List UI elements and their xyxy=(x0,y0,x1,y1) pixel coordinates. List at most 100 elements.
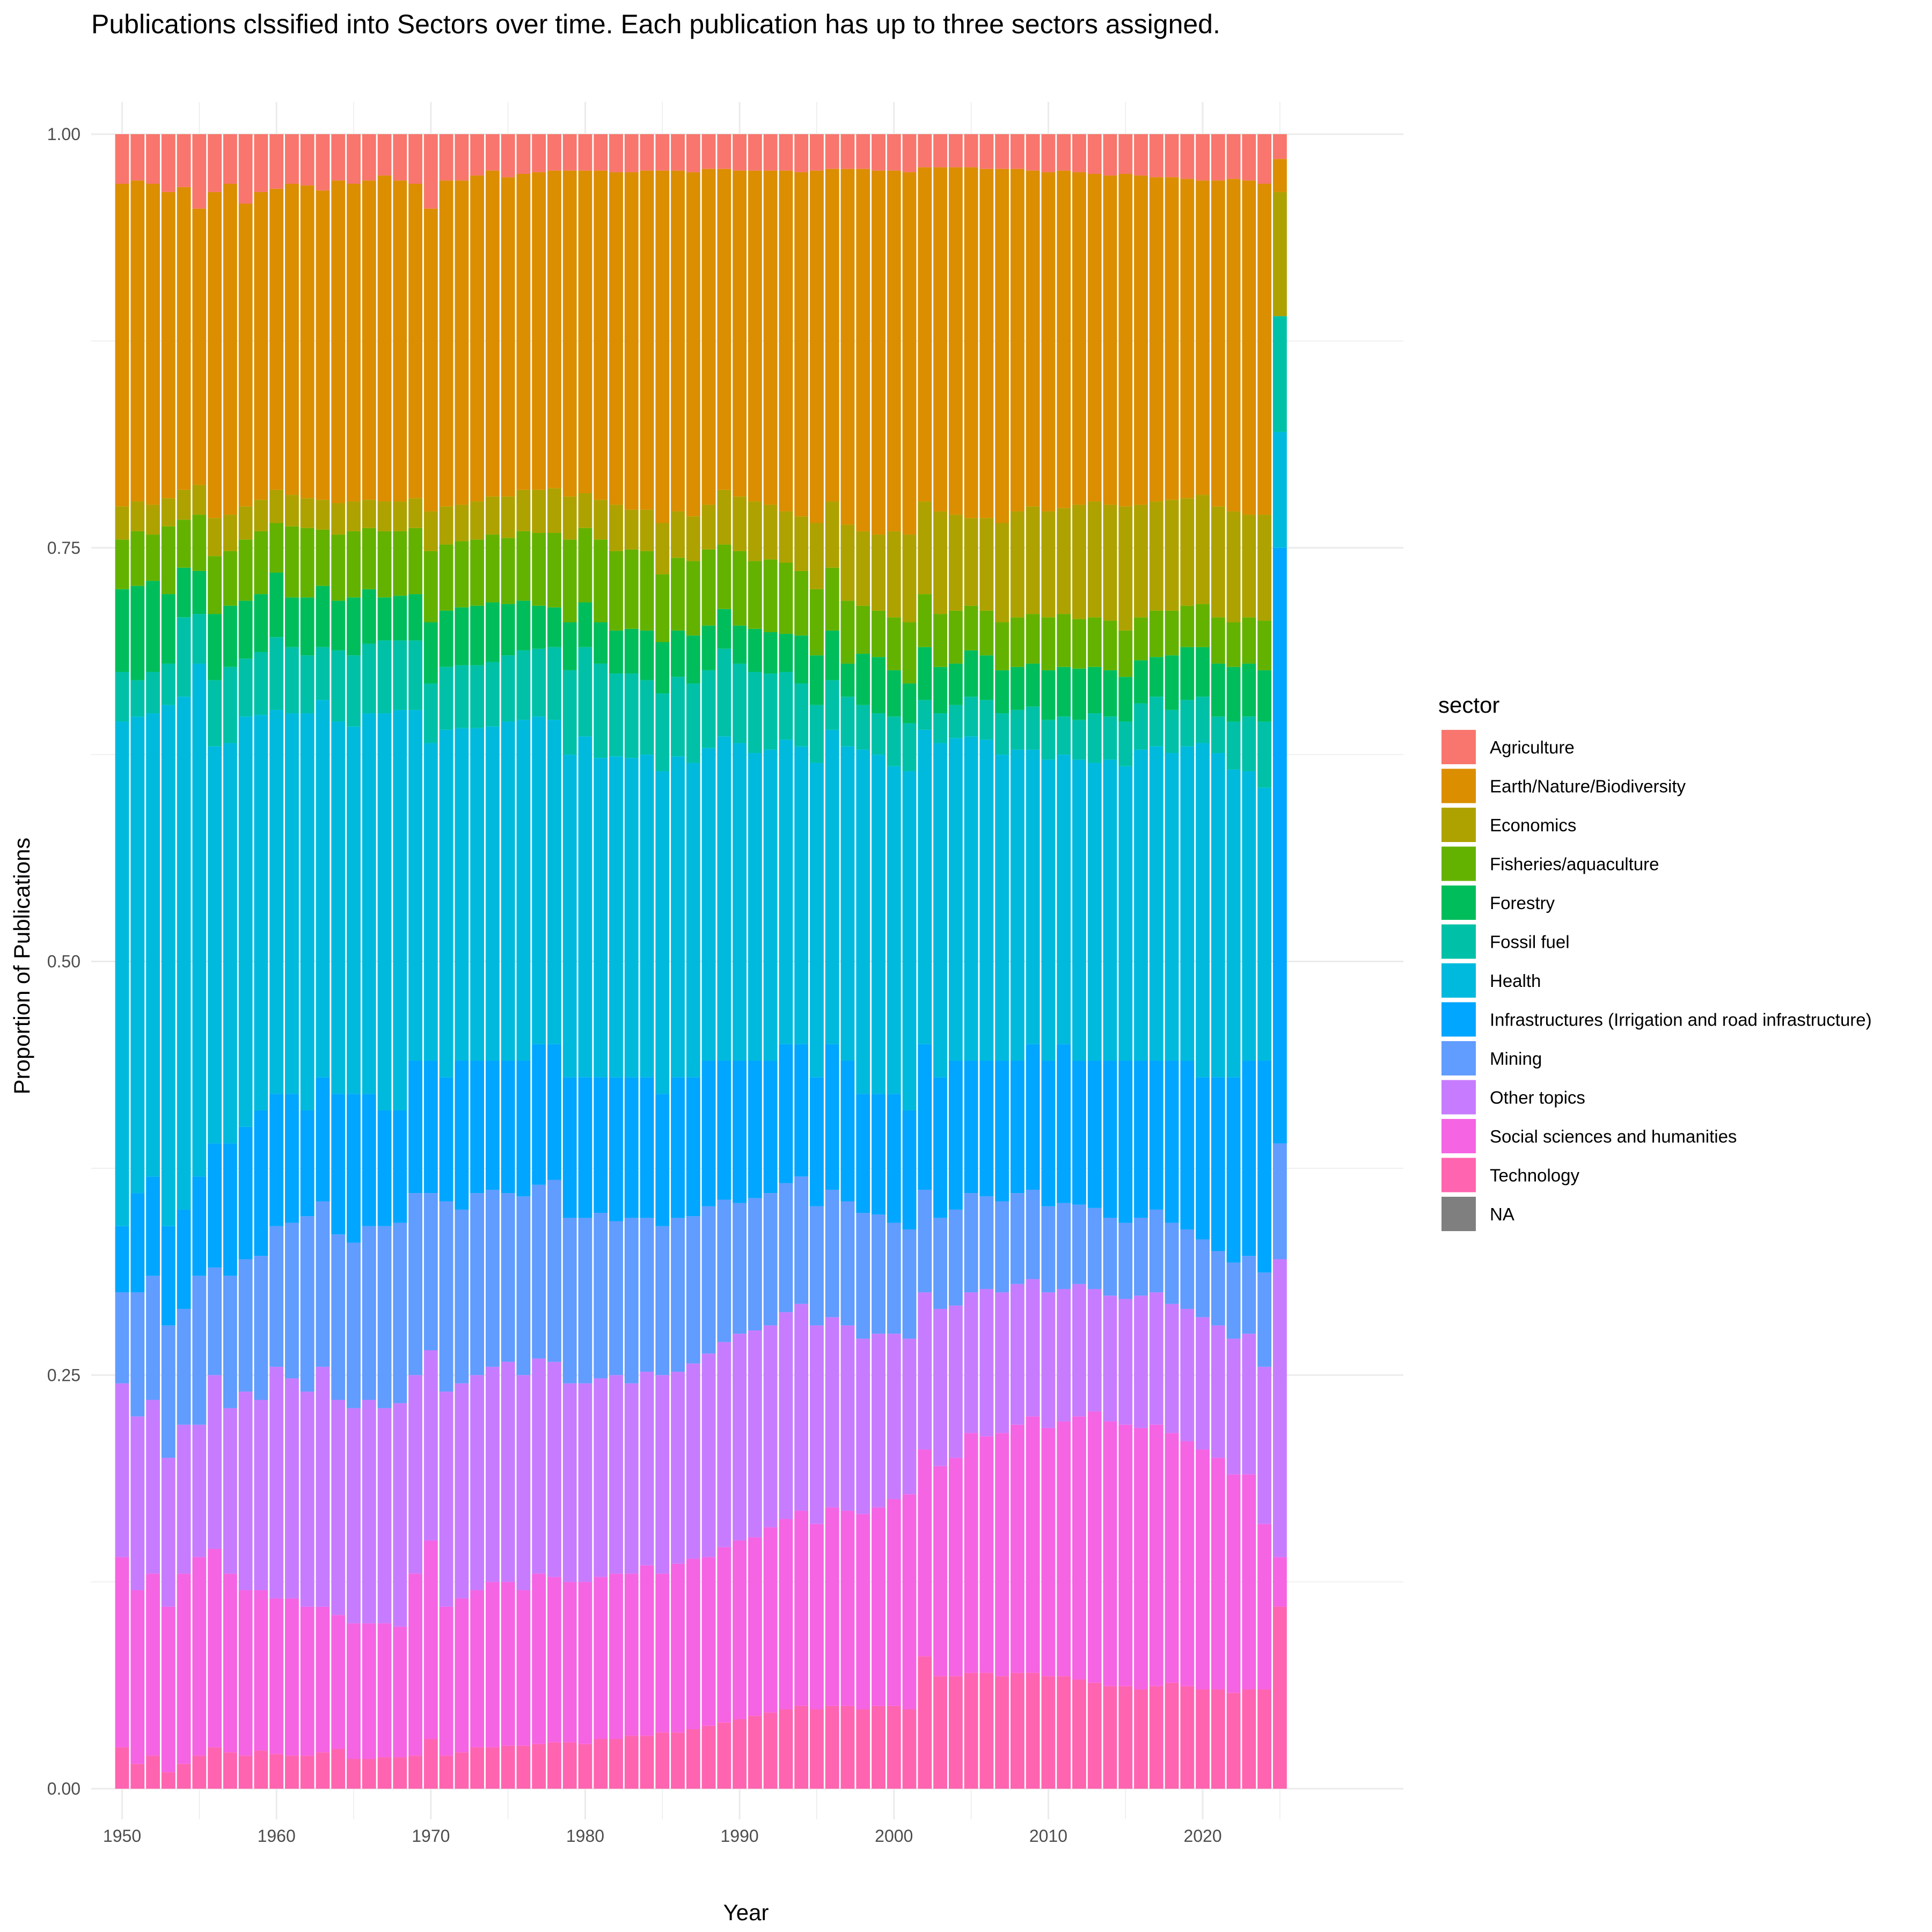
bar-segment xyxy=(516,601,531,650)
bar-segment xyxy=(161,1606,175,1773)
year-bar xyxy=(547,134,561,1789)
bar-segment xyxy=(779,634,793,672)
bar-segment xyxy=(300,1216,314,1392)
bar-segment xyxy=(809,1325,824,1524)
bar-segment xyxy=(671,558,685,631)
year-bar xyxy=(748,134,762,1789)
bar-segment xyxy=(316,586,330,647)
bar-segment xyxy=(347,501,361,531)
year-bar xyxy=(269,134,284,1789)
bar-segment xyxy=(470,501,485,540)
bar-segment xyxy=(130,1193,145,1293)
legend-label: Fossil fuel xyxy=(1490,932,1570,952)
bar-segment xyxy=(1087,1208,1102,1289)
x-tick-labels: 1950 1960 1970 1980 1990 2000 2010 2020 xyxy=(103,1826,1222,1846)
bar-segment xyxy=(192,134,207,209)
year-bar xyxy=(840,134,855,1789)
bar-segment xyxy=(1026,749,1040,1044)
bar-segment xyxy=(1272,192,1287,317)
bar-segment xyxy=(1057,170,1071,508)
bar-segment xyxy=(238,1755,253,1789)
bar-segment xyxy=(501,1060,515,1194)
x-tick-label: 1990 xyxy=(721,1826,759,1846)
bar-segment xyxy=(485,1060,500,1190)
bar-segment xyxy=(872,1706,885,1789)
bar-segment xyxy=(470,605,485,665)
bar-segment xyxy=(161,526,175,595)
bar-segment xyxy=(948,738,963,1061)
bar-segment xyxy=(192,570,207,614)
bar-segment xyxy=(1180,1308,1195,1441)
bar-segment xyxy=(455,504,469,541)
bar-segment xyxy=(532,605,546,649)
bar-segment xyxy=(640,680,654,755)
bar-segment xyxy=(501,604,515,656)
bar-segment xyxy=(146,1400,160,1574)
year-bar xyxy=(902,134,917,1789)
bar-segment xyxy=(347,184,361,502)
bar-segment xyxy=(794,516,809,571)
bar-segment xyxy=(177,489,191,520)
bar-segment xyxy=(1010,169,1024,511)
bar-segment xyxy=(516,1060,531,1197)
bar-segment xyxy=(1134,749,1148,1061)
bar-segment xyxy=(1165,500,1179,611)
bar-segment xyxy=(562,1218,577,1384)
year-bar xyxy=(223,134,237,1789)
bar-segment xyxy=(609,1574,623,1739)
legend-key xyxy=(1441,1197,1476,1231)
bar-segment xyxy=(177,567,191,618)
y-tick-label: 0.25 xyxy=(47,1365,80,1385)
legend-item: Forestry xyxy=(1441,885,1555,920)
year-bar xyxy=(717,134,731,1789)
bar-segment xyxy=(825,1044,839,1190)
bar-segment xyxy=(809,1524,824,1710)
bar-segment xyxy=(284,184,299,495)
bar-segment xyxy=(1211,180,1225,507)
bar-segment xyxy=(223,1276,237,1408)
bar-segment xyxy=(547,607,561,647)
bar-segment xyxy=(161,1226,175,1326)
bar-segment xyxy=(624,1574,639,1736)
bar-segment xyxy=(547,134,561,171)
bar-segment xyxy=(1087,1411,1102,1683)
bar-segment xyxy=(362,1623,376,1759)
bar-segment xyxy=(887,766,901,1094)
bar-segment xyxy=(1026,1673,1040,1789)
bar-segment xyxy=(794,635,809,684)
bar-segment xyxy=(1057,1289,1071,1422)
bar-segment xyxy=(995,169,1009,523)
bar-segment xyxy=(686,1558,700,1730)
bar-segment xyxy=(408,1574,423,1756)
bar-segment xyxy=(979,169,994,518)
bar-segment xyxy=(979,655,994,700)
bar-segment xyxy=(624,1218,639,1384)
bar-segment xyxy=(532,533,546,606)
bar-segment xyxy=(1211,506,1225,618)
year-bar xyxy=(192,134,207,1789)
bar-segment xyxy=(1257,670,1272,722)
bar-segment xyxy=(547,1180,561,1362)
bar-segment xyxy=(840,697,855,747)
bar-segment xyxy=(393,596,407,641)
bar-segment xyxy=(609,504,623,551)
bar-segment xyxy=(748,170,762,502)
bar-segment xyxy=(146,713,160,1177)
bar-segment xyxy=(208,192,222,518)
bar-segment xyxy=(1087,1682,1102,1789)
bar-segment xyxy=(872,610,885,657)
bar-segment xyxy=(840,746,855,1061)
year-bar xyxy=(794,134,809,1789)
bar-segment xyxy=(393,1626,407,1758)
year-bar xyxy=(254,134,268,1789)
bar-segment xyxy=(316,1606,330,1753)
bar-segment xyxy=(408,640,423,710)
bar-segment xyxy=(624,172,639,510)
bar-segment xyxy=(887,1094,901,1223)
bar-segment xyxy=(1134,1218,1148,1296)
bar-segment xyxy=(161,1458,175,1607)
bar-segment xyxy=(856,654,870,705)
year-bar xyxy=(470,134,485,1789)
bar-segment xyxy=(1134,1689,1148,1789)
bar-segment xyxy=(177,1209,191,1309)
